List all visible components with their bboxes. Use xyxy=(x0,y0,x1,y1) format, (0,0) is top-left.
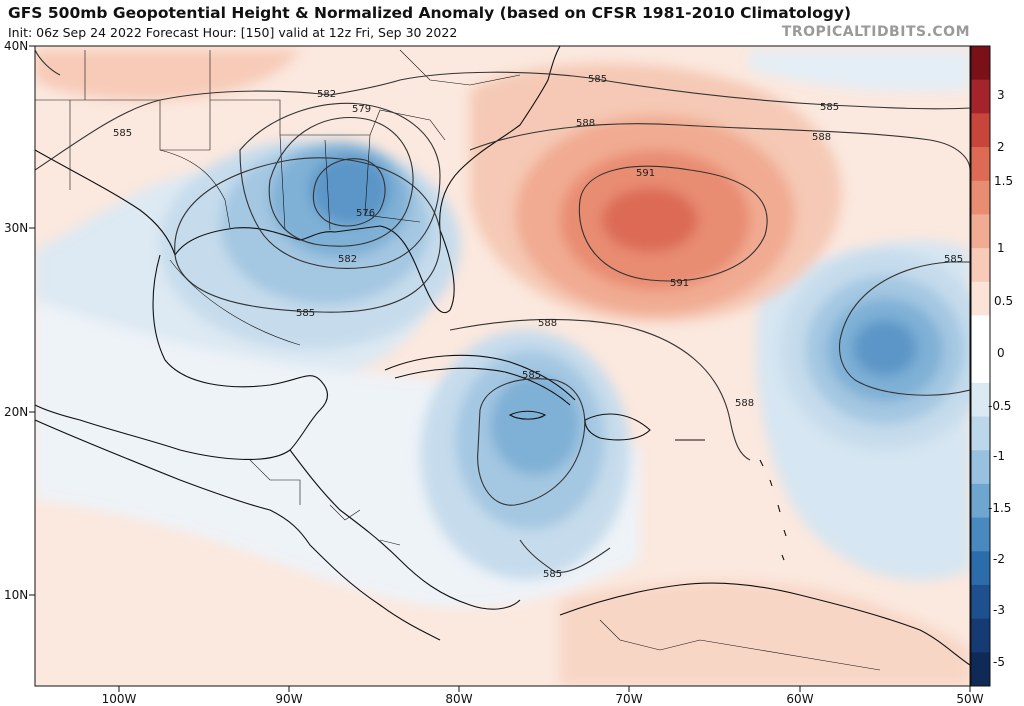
map-plot-area: 585 582 579 576 582 585 585 588 591 591 … xyxy=(35,46,970,686)
colorbar-swatch xyxy=(971,214,990,249)
colorbar-swatch xyxy=(971,517,990,552)
colorbar-label: -0.5 xyxy=(988,399,1011,413)
lon-label: 50W xyxy=(956,692,983,706)
lat-label: 20N xyxy=(4,405,28,419)
lat-label: 40N xyxy=(4,39,28,53)
lat-label: 30N xyxy=(4,221,28,235)
contour-label: 582 xyxy=(317,89,336,100)
contour-label: 585 xyxy=(820,102,839,113)
contour-label: 585 xyxy=(522,370,541,381)
longitude-axis: 100W 90W 80W 70W 60W 50W xyxy=(102,686,984,706)
colorbar-label: 3 xyxy=(997,88,1005,102)
map-title: GFS 500mb Geopotential Height & Normaliz… xyxy=(8,4,852,22)
contour-labels: 585 582 579 576 582 585 585 588 591 591 … xyxy=(113,74,963,580)
lon-label: 90W xyxy=(275,692,302,706)
contour-label: 576 xyxy=(356,208,375,219)
map-frame xyxy=(34,45,971,687)
colorbar-swatch xyxy=(971,584,990,620)
colorbar-label: -1 xyxy=(993,449,1005,463)
colorbar-swatch xyxy=(971,113,990,148)
lon-label: 70W xyxy=(615,692,642,706)
colorbar-swatch xyxy=(971,248,990,283)
contour-label: 585 xyxy=(588,74,607,85)
lon-label: 80W xyxy=(445,692,472,706)
colorbar xyxy=(970,45,991,687)
contour-label: 588 xyxy=(576,118,595,129)
map-subtitle: Init: 06z Sep 24 2022 Forecast Hour: [15… xyxy=(8,25,458,40)
contour-label: 585 xyxy=(543,569,562,580)
colorbar-swatch xyxy=(971,147,990,182)
colorbar-swatch xyxy=(971,652,990,687)
colorbar-label: 1.5 xyxy=(994,174,1013,188)
contour-label: 588 xyxy=(735,398,754,409)
colorbar-label: 0 xyxy=(997,346,1005,360)
colorbar-label: -5 xyxy=(993,655,1005,669)
lon-label: 100W xyxy=(102,692,137,706)
contour-label: 579 xyxy=(352,104,371,115)
contour-label: 585 xyxy=(113,128,132,139)
colorbar-swatch xyxy=(971,483,990,519)
contour-label: 588 xyxy=(812,132,831,143)
brand-watermark: TROPICALTIDBITS.COM xyxy=(781,24,970,40)
colorbar-swatch xyxy=(971,349,990,384)
colorbar-label: 1 xyxy=(997,241,1005,255)
lon-label: 60W xyxy=(786,692,813,706)
colorbar-swatch xyxy=(971,416,990,451)
colorbar-swatch xyxy=(971,382,990,418)
colorbar-swatch xyxy=(971,618,990,653)
contour-label: 591 xyxy=(670,278,689,289)
colorbar-labels: 3 2 1.5 1 0.5 0 -0.5 -1 -1.5 -2 -3 -5 xyxy=(988,88,1013,669)
colorbar-label: 0.5 xyxy=(994,294,1013,308)
colorbar-swatch xyxy=(971,315,990,350)
contour-label: 585 xyxy=(296,308,315,319)
contour-label: 582 xyxy=(338,254,357,265)
colorbar-swatch xyxy=(971,46,990,81)
contour-label: 585 xyxy=(944,254,963,265)
contour-label: 588 xyxy=(538,318,557,329)
lat-label: 10N xyxy=(4,588,28,602)
colorbar-label: -3 xyxy=(993,603,1005,617)
latitude-axis: 40N 30N 20N 10N xyxy=(4,39,35,602)
colorbar-label: 2 xyxy=(997,140,1005,154)
colorbar-label: -2 xyxy=(993,552,1005,566)
colorbar-label: -1.5 xyxy=(988,501,1011,515)
colorbar-swatch xyxy=(971,281,990,316)
colorbar-swatch xyxy=(971,551,990,586)
colorbar-swatch xyxy=(971,79,990,114)
colorbar-frame xyxy=(970,45,991,687)
colorbar-swatch xyxy=(971,450,990,485)
colorbar-swatch xyxy=(971,180,990,215)
contour-label: 591 xyxy=(636,168,655,179)
